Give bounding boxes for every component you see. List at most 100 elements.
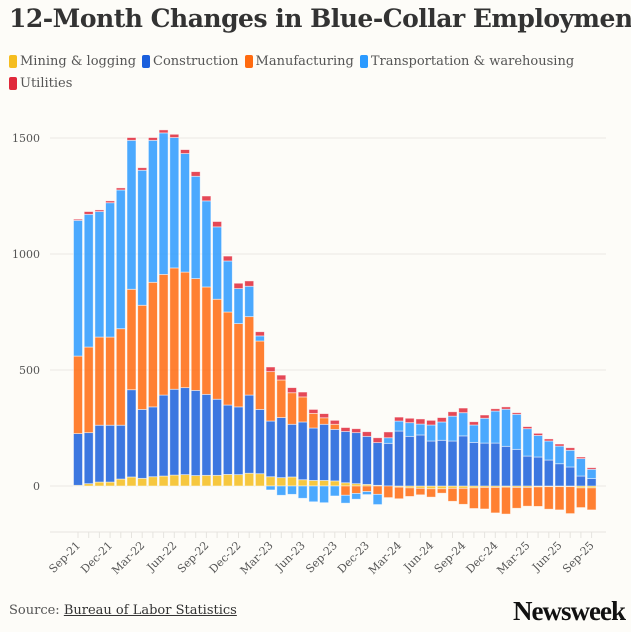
bar-segment (479, 442, 490, 487)
bar-segment (308, 412, 319, 429)
x-tick-label: Jun-22 (144, 539, 180, 575)
bar-segment (372, 442, 383, 486)
legend-item[interactable]: Manufacturing (244, 52, 354, 71)
x-tick-label: Sep-22 (175, 539, 212, 576)
bar-segment (394, 430, 404, 487)
bar-segment (158, 394, 169, 477)
bar-segment (372, 437, 383, 444)
legend-item[interactable]: Construction (142, 52, 239, 71)
x-tick-label: Jun-24 (401, 539, 437, 575)
bar-segment (105, 336, 115, 426)
bar-segment (436, 488, 447, 494)
bar-segment (147, 139, 158, 283)
y-tick-label: 1500 (12, 132, 40, 145)
bar-segment (404, 422, 415, 437)
bar-segment (94, 481, 105, 487)
legend-item[interactable]: Mining & logging (9, 52, 136, 71)
bar-segment (458, 487, 469, 505)
bar-segment (426, 440, 437, 487)
bar-segment (351, 485, 362, 494)
bar-segment (436, 439, 447, 487)
bar-segment (415, 418, 426, 425)
bar-segment (490, 410, 501, 444)
bar-segment (543, 459, 554, 487)
bar-segment (447, 411, 458, 417)
bar-segment (554, 463, 565, 487)
bar-segment (147, 281, 158, 408)
bar-segment (169, 137, 180, 269)
bar-segment (105, 200, 115, 204)
bar-segment (479, 417, 490, 444)
bar-segment (233, 323, 244, 408)
bar-segment (212, 474, 223, 487)
legend-swatch (244, 55, 253, 68)
bar-segment (126, 389, 137, 478)
bar-segment (586, 467, 597, 470)
bar-segment (383, 437, 394, 444)
bar-segment (147, 406, 158, 478)
bar-segment (180, 149, 190, 154)
bar-segment (137, 304, 148, 410)
bar-segment (586, 478, 597, 487)
bar-segment (158, 132, 169, 275)
legend-item[interactable]: Transportation & warehousing (359, 52, 575, 71)
bar-segment (576, 458, 586, 477)
bar-segment (287, 485, 297, 495)
bar-segment (201, 200, 212, 288)
bar-segment (73, 433, 83, 486)
bar-segment (222, 473, 233, 487)
legend-label: Transportation & warehousing (370, 54, 575, 69)
bar-segment (297, 396, 308, 423)
bar-segment (254, 409, 265, 475)
x-tick-label: Dec-24 (463, 539, 500, 576)
bar-segment (137, 477, 148, 487)
x-tick-label: Jun-23 (272, 539, 308, 575)
bar-segment (533, 456, 543, 487)
bar-segment (115, 187, 126, 191)
legend-item[interactable]: Utilities (9, 74, 72, 93)
bar-segment (180, 387, 190, 476)
bar-segment (490, 442, 501, 487)
newsweek-logo: Newsweek (513, 596, 626, 626)
bar-segment (244, 280, 255, 287)
bar-segment (244, 394, 255, 474)
bar-segment (244, 285, 255, 318)
bar-segment (479, 486, 490, 510)
bar-segment (511, 486, 522, 509)
bar-segment (404, 435, 415, 487)
x-tick-label: Dec-22 (207, 539, 244, 576)
bar-segment (126, 476, 137, 487)
bar-segment (297, 479, 308, 487)
bar-segment (287, 392, 297, 425)
bar-segment (426, 419, 437, 426)
bar-segment (490, 408, 501, 412)
bar-segment (415, 434, 426, 487)
bar-segment (426, 424, 437, 442)
source-note: Source: Bureau of Labor Statistics (9, 603, 237, 618)
source-label: Source: (9, 603, 60, 618)
bar-segment (180, 474, 190, 487)
source-link[interactable]: Bureau of Labor Statistics (63, 603, 237, 618)
bar-segment (361, 491, 372, 495)
bar-segment (458, 435, 469, 487)
bar-segment (233, 282, 244, 289)
bar-segment (190, 475, 201, 487)
bar-segment (372, 485, 383, 495)
bar-segment (308, 480, 319, 487)
bar-segment (319, 413, 330, 419)
bar-segment (351, 493, 362, 500)
bar-segment (458, 407, 469, 414)
bar-segment (115, 478, 126, 487)
bar-segment (351, 428, 362, 434)
bar-segment (543, 440, 554, 461)
bar-segment (73, 219, 83, 357)
bar-segment (137, 167, 148, 171)
bar-segment (212, 226, 223, 300)
bar-segment (308, 409, 319, 414)
bar-segment (415, 487, 426, 496)
bar-segment (468, 424, 479, 443)
bar-segment (147, 476, 158, 487)
bar-segment (201, 286, 212, 395)
bar-segment (554, 486, 565, 511)
